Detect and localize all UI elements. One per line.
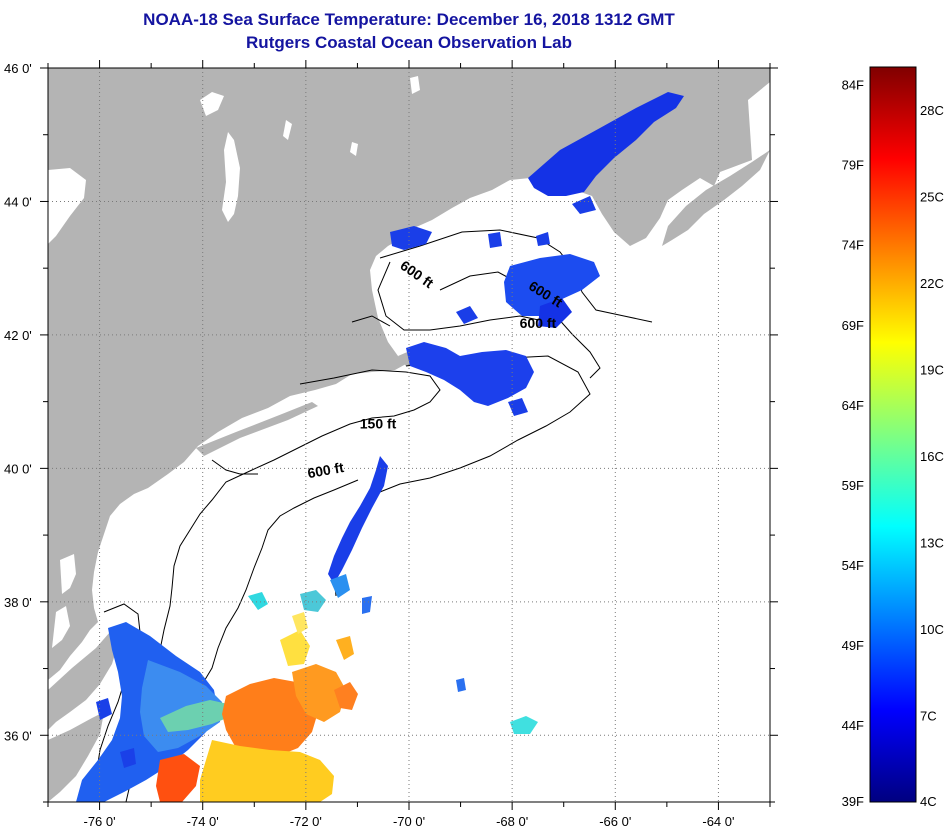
sst-gulf-stream (76, 574, 538, 802)
map-subtitle: Rutgers Coastal Ocean Observation Lab (246, 33, 572, 52)
colorbar-celsius-label: 25C (920, 190, 944, 205)
sst-shelf-break-south (362, 596, 372, 614)
lon-tick-label: -64 0' (702, 814, 734, 829)
colorbar-celsius-label: 13C (920, 536, 944, 551)
inland-lakes (48, 76, 420, 648)
colorbar-celsius-label: 10C (920, 622, 944, 637)
sst-gulf-of-maine (390, 92, 684, 416)
lon-tick-label: -76 0' (84, 814, 116, 829)
nova-scotia (662, 150, 770, 246)
lat-tick-label: 36 0' (4, 728, 32, 743)
sst-shelf-break (328, 456, 388, 584)
lat-tick-label: 46 0' (4, 61, 32, 76)
lon-tick-label: -72 0' (290, 814, 322, 829)
colorbar-fahrenheit-label: 59F (842, 478, 864, 493)
colorbar-fahrenheit-label: 54F (842, 558, 864, 573)
long-island (196, 402, 318, 456)
contour-label: 600 ft (520, 315, 557, 331)
contour-label: 150 ft (360, 415, 397, 431)
contour-label: 600 ft (306, 459, 345, 481)
colorbar-celsius-label: 4C (920, 794, 937, 809)
axis-tick-labels: -76 0' -74 0' -72 0' -70 0' -68 0' -66 0' -64 … (4, 61, 734, 829)
colorbar-celsius-label: 16C (920, 449, 944, 464)
colorbar-fahrenheit-label: 39F (842, 794, 864, 809)
lon-tick-label: -74 0' (187, 814, 219, 829)
colorbar (869, 66, 917, 803)
colorbar-labels: 39F 44F 49F 54F 59F 64F 69F 74F 79F 84F 4C 7C 10C 13C… (842, 78, 944, 809)
colorbar-fahrenheit-label: 44F (842, 718, 864, 733)
lon-tick-label: -70 0' (393, 814, 425, 829)
lon-tick-label: -66 0' (599, 814, 631, 829)
colorbar-fahrenheit-label: 64F (842, 398, 864, 413)
delmarva (48, 632, 118, 730)
map-title: NOAA-18 Sea Surface Temperature: Decembe… (143, 10, 675, 29)
colorbar-celsius-label: 19C (920, 363, 944, 378)
colorbar-fahrenheit-label: 79F (842, 158, 864, 173)
colorbar-celsius-label: 7C (920, 709, 937, 724)
colorbar-fahrenheit-label: 49F (842, 638, 864, 653)
colorbar-fahrenheit-label: 84F (842, 78, 864, 93)
lat-tick-label: 44 0' (4, 194, 32, 209)
map-grid (48, 68, 770, 802)
colorbar-fahrenheit-label: 69F (842, 318, 864, 333)
lat-tick-label: 42 0' (4, 328, 32, 343)
lat-tick-label: 38 0' (4, 595, 32, 610)
lon-tick-label: -68 0' (496, 814, 528, 829)
colorbar-fahrenheit-label: 74F (842, 238, 864, 253)
outer-banks-land (48, 712, 104, 802)
axis-ticks (40, 60, 778, 810)
lat-tick-label: 40 0' (4, 461, 32, 476)
colorbar-celsius-label: 28C (920, 103, 944, 118)
colorbar-celsius-label: 22C (920, 276, 944, 291)
